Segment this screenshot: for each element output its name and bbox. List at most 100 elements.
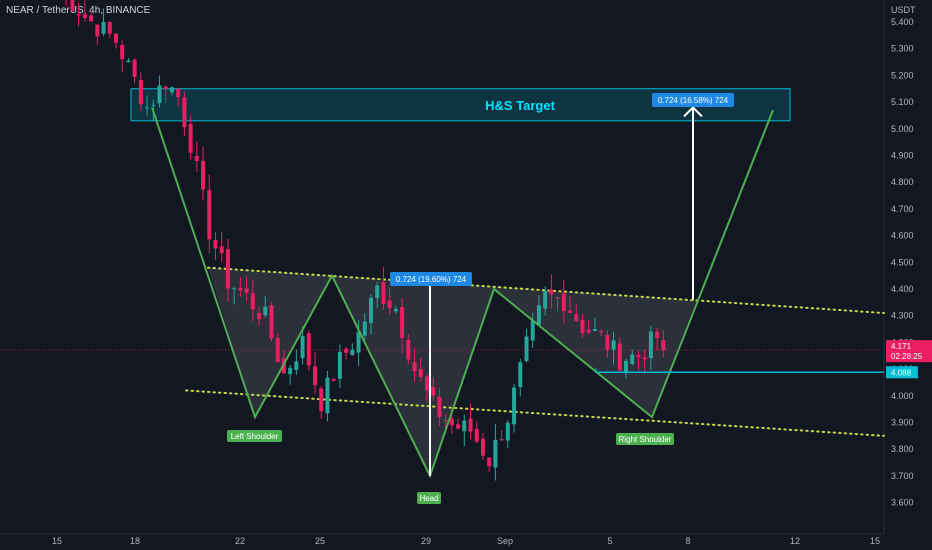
candle-body — [561, 293, 566, 312]
candle-body — [101, 21, 106, 34]
candle-body — [350, 349, 355, 356]
left-shoulder-label: Left Shoulder — [227, 430, 282, 442]
candle-body — [462, 420, 467, 432]
candle-body — [369, 297, 373, 323]
candle-body — [617, 343, 622, 371]
candle-body — [89, 15, 94, 22]
y-tick-label: 4.800 — [891, 177, 914, 187]
candle-body — [474, 428, 479, 442]
candle-body — [505, 422, 510, 441]
candle-body — [306, 333, 311, 366]
candle-body — [549, 289, 554, 295]
y-tick-label: 5.400 — [891, 17, 914, 27]
candle-body — [449, 418, 454, 426]
candle-body — [468, 418, 473, 432]
candle-body — [145, 107, 150, 109]
right-shoulder-label: Right Shoulder — [616, 433, 674, 445]
candle-body — [431, 386, 436, 396]
candle-body — [213, 240, 218, 249]
candle-body — [132, 59, 137, 77]
candle-body — [499, 438, 504, 441]
candle-body — [194, 156, 199, 161]
y-tick-label: 3.900 — [891, 418, 914, 428]
candle-body — [107, 22, 112, 34]
y-tick-label: 4.700 — [891, 204, 914, 214]
x-tick-label: 8 — [685, 536, 690, 546]
candle-body — [636, 355, 641, 358]
x-tick-label: Sep — [497, 536, 513, 546]
candle-body — [605, 334, 610, 350]
y-tick-label: 5.000 — [891, 124, 914, 134]
candle-body — [630, 354, 635, 365]
candle-body — [126, 60, 131, 63]
candle-body — [536, 305, 541, 325]
y-tick-label: 3.800 — [891, 444, 914, 454]
last-price-countdown: 02:28:25 — [891, 352, 923, 361]
candle-body — [169, 87, 174, 93]
level-price-tag-bg — [886, 366, 918, 379]
candle-body — [263, 306, 268, 316]
candle-body — [648, 331, 653, 359]
x-tick-label: 5 — [607, 536, 612, 546]
candle-body — [269, 305, 274, 339]
candle-body — [393, 308, 398, 312]
left-shoulder-label-text: Left Shoulder — [231, 432, 279, 441]
y-tick-label: 3.700 — [891, 471, 914, 481]
candle-body — [207, 189, 212, 240]
candle-body — [275, 338, 280, 363]
candle-body — [381, 282, 386, 304]
candle-body — [518, 362, 523, 388]
right-shoulder-label-bg — [616, 433, 674, 445]
head-measure-label-text: 0.724 (19.60%) 724 — [396, 275, 467, 284]
candle-body — [331, 378, 336, 381]
candle-body — [250, 293, 255, 310]
head-label-text: Head — [419, 494, 438, 503]
target-measure-arrow-head — [683, 106, 703, 118]
target-zone-label: H&S Target — [485, 98, 555, 113]
candle-body — [661, 340, 666, 351]
lower-channel-line — [185, 389, 885, 437]
y-tick-label: 5.100 — [891, 97, 914, 107]
candle-body — [424, 376, 429, 391]
candle-body — [599, 331, 604, 333]
candle-body — [95, 24, 100, 37]
candles — [65, 0, 666, 481]
x-tick-label: 15 — [870, 536, 880, 546]
x-tick-label: 25 — [315, 536, 325, 546]
candle-body — [257, 312, 262, 320]
candle-body — [76, 13, 81, 16]
y-tick-label: 4.500 — [891, 257, 914, 267]
candle-body — [642, 357, 647, 360]
y-tick-label: 4.400 — [891, 284, 914, 294]
candle-body — [362, 321, 367, 336]
candle-body — [120, 44, 125, 60]
candle-body — [244, 288, 249, 293]
candle-body — [319, 388, 324, 412]
candle-body — [412, 362, 417, 372]
candle-body — [294, 361, 299, 370]
candle-body — [574, 314, 579, 321]
candle-body — [163, 86, 168, 89]
target-measure-label: 0.724 (16.58%) 724 — [652, 93, 734, 107]
candle-body — [592, 329, 597, 332]
candle-body — [182, 97, 187, 128]
y-tick-label: 4.600 — [891, 231, 914, 241]
level-price-tag: 4.088 — [886, 366, 918, 379]
last-price-value: 4.171 — [891, 342, 912, 351]
candle-body — [487, 457, 492, 467]
candle-body — [655, 331, 660, 339]
candle-body — [300, 335, 305, 359]
level-price-tag-text: 4.088 — [891, 368, 912, 377]
candle-body — [238, 287, 243, 291]
candle-body — [219, 246, 224, 254]
candle-body — [555, 297, 560, 299]
candle-body — [356, 331, 361, 353]
candle-body — [113, 33, 118, 43]
pattern-area — [208, 267, 696, 476]
chart-title: NEAR / TetherUS, 4h, BINANCE — [6, 5, 151, 16]
y-tick-label: 4.900 — [891, 151, 914, 161]
candle-body — [611, 340, 616, 350]
candle-body — [586, 329, 591, 333]
